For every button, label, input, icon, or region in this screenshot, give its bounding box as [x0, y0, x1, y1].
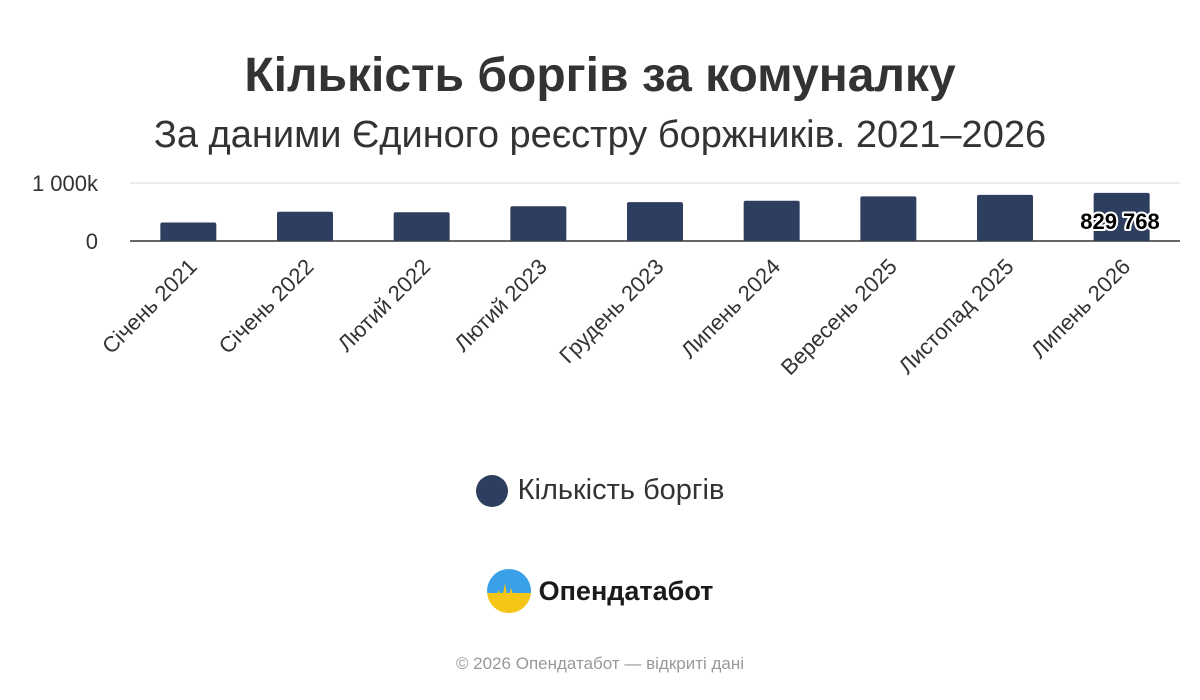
bar[interactable]	[977, 194, 1033, 241]
bar-chart: 0 1 000k Січень 2021 Січень 2022 Лютий 2022…	[32, 171, 1180, 380]
bar[interactable]	[743, 200, 800, 241]
y-tick-label: 1 000k	[32, 171, 99, 196]
y-axis-ticks: 0 1 000k	[32, 171, 99, 254]
x-tick-label: Лютий 2022	[333, 254, 436, 357]
x-tick-label: Вересень 2025	[776, 254, 902, 380]
data-labels: 829 768	[1078, 207, 1162, 236]
y-tick-label: 0	[86, 229, 98, 254]
x-tick-label: Січень 2021	[97, 254, 202, 359]
legend-marker-icon	[475, 474, 508, 507]
bars-layer	[160, 192, 1150, 241]
x-tick-label: Липень 2024	[676, 254, 785, 363]
x-axis-ticks: Січень 2021 Січень 2022 Лютий 2022 Лютий 20…	[97, 254, 1135, 380]
chart-subtitle: За даними Єдиного реєстру боржників. 202…	[153, 114, 1047, 156]
bar[interactable]	[627, 202, 683, 241]
x-tick-label: Січень 2022	[214, 254, 319, 359]
bar[interactable]	[510, 206, 567, 241]
bar[interactable]	[860, 196, 917, 241]
opendatabot-logo-icon	[486, 569, 531, 613]
logo-text: Опендатабот	[538, 575, 714, 606]
bar[interactable]	[160, 222, 217, 241]
logo[interactable]: Опендатабот	[0, 569, 1200, 613]
x-tick-label: Лютий 2023	[449, 254, 552, 357]
x-tick-label: Липень 2026	[1026, 254, 1135, 363]
x-tick-label: Грудень 2023	[554, 254, 668, 368]
bar[interactable]	[1093, 192, 1150, 241]
bar[interactable]	[393, 212, 450, 241]
bar[interactable]	[277, 211, 333, 241]
data-label: 829 768	[1080, 209, 1160, 234]
legend-label: Кількість боргів	[517, 474, 725, 506]
chart-title: Кількість боргів за комуналку	[244, 49, 956, 102]
legend[interactable]: Кількість боргів	[0, 474, 1200, 507]
credits[interactable]: © 2026 Опендатабот — відкриті дані	[455, 654, 745, 673]
x-tick-label: Листопад 2025	[893, 254, 1018, 379]
